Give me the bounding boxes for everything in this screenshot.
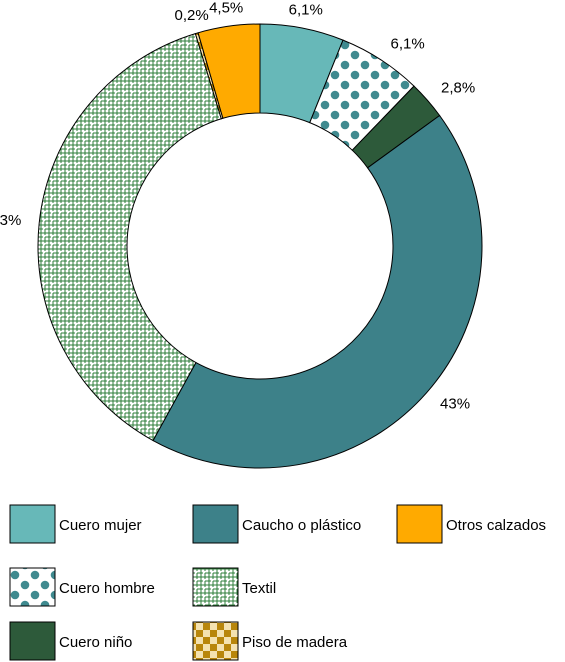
legend-label: Caucho o plástico (242, 517, 361, 534)
legend-swatch (396, 504, 443, 544)
slice (37, 32, 222, 442)
slice (152, 114, 483, 469)
value-label: 43% (440, 396, 470, 413)
value-label: 4,5% (209, 0, 243, 16)
legend-label: Otros calzados (446, 517, 546, 534)
value-label: 0,2% (174, 7, 208, 24)
legend-swatch (192, 621, 239, 661)
value-label: 2,8% (441, 79, 475, 96)
value-label: 37,3% (0, 212, 21, 229)
value-label: 6,1% (289, 1, 323, 18)
slice (197, 23, 261, 119)
legend-label: Textil (242, 580, 276, 597)
legend-swatch (9, 504, 56, 544)
legend-label: Cuero niño (59, 634, 132, 651)
legend-swatch (9, 621, 56, 661)
legend-swatch (9, 567, 56, 607)
legend-label: Cuero hombre (59, 580, 155, 597)
legend-label: Cuero mujer (59, 517, 142, 534)
legend-swatch (192, 504, 239, 544)
legend-label: Piso de madera (242, 634, 348, 651)
legend-swatch (192, 567, 239, 607)
value-label: 6,1% (391, 36, 425, 53)
